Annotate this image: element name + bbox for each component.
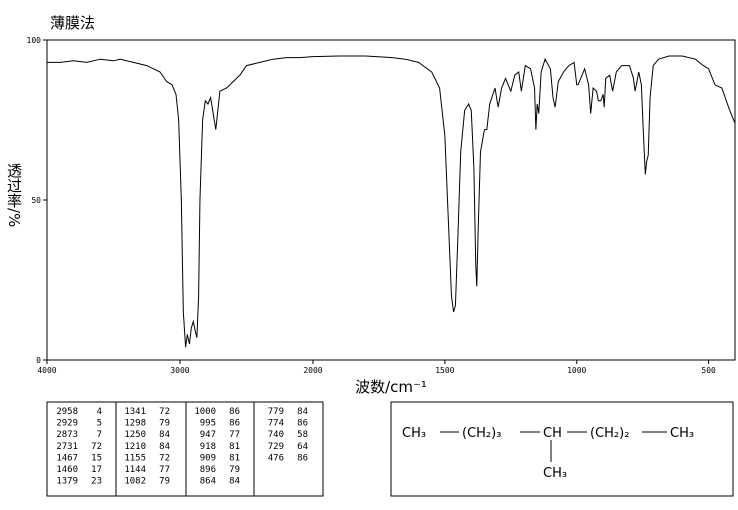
structure-frame — [390, 401, 734, 497]
peak-transmittance: 72 — [91, 442, 102, 452]
peak-wavenumber: 740 — [268, 430, 284, 440]
peak-transmittance: 81 — [229, 453, 240, 463]
peak-table: 2958 4 2929 5 2873 7 2731 72 1467 15 1460 17 1379 23 1… — [56, 402, 308, 496]
x-tick-label: 1500 — [435, 366, 454, 375]
peak-wavenumber: 947 — [200, 430, 216, 440]
peak-transmittance: 79 — [229, 465, 240, 475]
peak-wavenumber: 1000 — [194, 407, 216, 417]
peak-transmittance: 4 — [97, 407, 102, 417]
peak-wavenumber: 995 — [200, 419, 216, 429]
peak-wavenumber: 909 — [200, 453, 216, 463]
peak-transmittance: 81 — [229, 442, 240, 452]
peak-wavenumber: 729 — [268, 442, 284, 452]
y-tick-label: 50 — [31, 196, 41, 205]
peak-transmittance: 7 — [97, 430, 102, 440]
formula-group: CH₃ — [402, 426, 426, 441]
peak-wavenumber: 1250 — [124, 430, 146, 440]
peak-wavenumber: 1298 — [124, 419, 146, 429]
peak-transmittance: 84 — [159, 442, 170, 452]
plot-frame — [46, 39, 736, 361]
x-tick-label: 3000 — [170, 366, 189, 375]
peak-wavenumber: 1155 — [124, 453, 146, 463]
x-tick-label: 1000 — [567, 366, 586, 375]
peak-wavenumber: 2731 — [56, 442, 78, 452]
peak-transmittance: 5 — [97, 419, 102, 429]
peak-transmittance: 84 — [159, 430, 170, 440]
peak-transmittance: 77 — [159, 465, 170, 475]
peak-wavenumber: 2958 — [56, 407, 78, 417]
y-tick-label: 0 — [36, 356, 41, 365]
peak-wavenumber: 896 — [200, 465, 216, 475]
chart-title: 薄膜法 — [50, 14, 95, 32]
y-tick-label: 100 — [27, 36, 42, 45]
y-axis-label: 透过率/% — [5, 163, 23, 227]
peak-transmittance: 84 — [297, 407, 308, 417]
peak-wavenumber: 476 — [268, 453, 284, 463]
x-tick-label: 4000 — [37, 366, 56, 375]
peak-wavenumber: 2873 — [56, 430, 78, 440]
peak-transmittance: 15 — [91, 453, 102, 463]
peak-wavenumber: 1467 — [56, 453, 78, 463]
formula-group: CH — [543, 426, 562, 441]
spectrum-line — [47, 55, 736, 348]
formula-group: CH₃ — [670, 426, 694, 441]
peak-transmittance: 72 — [159, 453, 170, 463]
peak-transmittance: 86 — [297, 419, 308, 429]
peak-wavenumber: 864 — [200, 477, 216, 487]
peak-wavenumber: 1379 — [56, 477, 78, 487]
peak-transmittance: 72 — [159, 407, 170, 417]
peak-wavenumber: 918 — [200, 442, 216, 452]
peak-transmittance: 58 — [297, 430, 308, 440]
peak-wavenumber: 1341 — [124, 407, 146, 417]
formula-branch: CH₃ — [543, 466, 567, 481]
peak-wavenumber: 1460 — [56, 465, 78, 475]
peak-wavenumber: 774 — [268, 419, 284, 429]
x-tick-label: 500 — [701, 366, 716, 375]
peak-wavenumber: 2929 — [56, 419, 78, 429]
peak-wavenumber: 1144 — [124, 465, 146, 475]
peak-wavenumber: 779 — [268, 407, 284, 417]
peak-transmittance: 79 — [159, 477, 170, 487]
peak-table-frame — [46, 401, 324, 497]
peak-transmittance: 64 — [297, 442, 308, 452]
peak-transmittance: 77 — [229, 430, 240, 440]
peak-transmittance: 86 — [229, 407, 240, 417]
peak-transmittance: 79 — [159, 419, 170, 429]
x-axis-label: 波数/cm⁻¹ — [355, 378, 427, 396]
peak-wavenumber: 1082 — [124, 477, 146, 487]
formula-group: (CH₂)₃ — [462, 426, 501, 441]
peak-transmittance: 84 — [229, 477, 240, 487]
peak-transmittance: 86 — [229, 419, 240, 429]
peak-transmittance: 23 — [91, 477, 102, 487]
peak-wavenumber: 1210 — [124, 442, 146, 452]
formula-group: (CH₂)₂ — [590, 426, 629, 441]
x-tick-label: 2000 — [303, 366, 322, 375]
structure-formula: CH₃ (CH₂)₃ CH (CH₂)₂ CH₃ CH₃ — [402, 426, 694, 481]
peak-transmittance: 86 — [297, 453, 308, 463]
peak-transmittance: 17 — [91, 465, 102, 475]
